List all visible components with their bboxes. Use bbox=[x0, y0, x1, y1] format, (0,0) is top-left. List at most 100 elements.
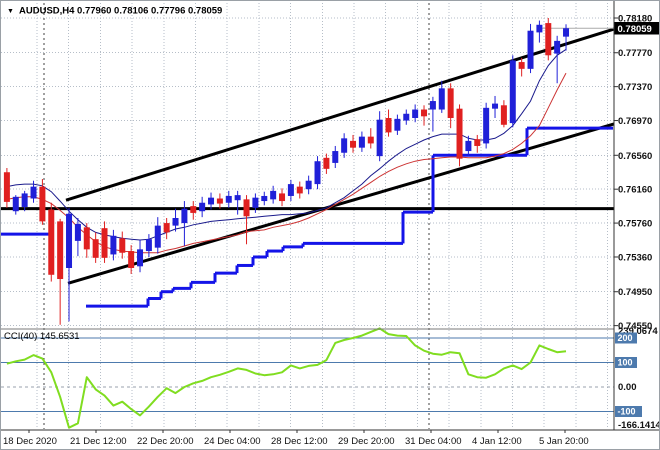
price-axis-label: 0.76160 bbox=[618, 185, 652, 196]
time-axis-label: 18 Dec 2020 bbox=[3, 436, 57, 447]
candle-body-bull bbox=[509, 60, 516, 124]
price-axis-label: 0.74550 bbox=[618, 321, 652, 332]
candle-body-bull bbox=[270, 190, 277, 200]
candle-body-bull bbox=[403, 113, 410, 121]
candle-body-bear bbox=[474, 139, 481, 146]
candle-body-bear bbox=[57, 221, 64, 280]
candle-body-bear bbox=[545, 23, 552, 56]
candle-body-bull bbox=[21, 193, 28, 207]
candle-body-bull bbox=[137, 249, 144, 267]
candle-body-bull bbox=[394, 118, 401, 131]
main-price-pane[interactable] bbox=[1, 18, 615, 325]
price-axis-label: 0.77370 bbox=[618, 82, 652, 93]
candle-body-bull bbox=[181, 208, 188, 224]
cci-level-100-label: 100 bbox=[618, 358, 633, 368]
candle-body-bear bbox=[48, 209, 55, 275]
time-axis-label: 28 Dec 12:00 bbox=[271, 436, 328, 447]
time-axis-label: 24 Dec 04:00 bbox=[204, 436, 261, 447]
cci-indicator-label: CCI(40) 145.6531 bbox=[4, 331, 80, 342]
current-price-box: 0.78059 bbox=[614, 22, 659, 35]
ma-slow-line bbox=[6, 72, 567, 254]
candle-body-bull bbox=[438, 88, 445, 110]
candle-body-bull bbox=[252, 197, 259, 208]
candle-body-bull bbox=[332, 151, 339, 163]
candle-body-bear bbox=[279, 193, 286, 202]
candle-body-bull bbox=[30, 186, 37, 199]
candle-body-bull bbox=[536, 24, 543, 33]
candle-body-bear bbox=[163, 223, 170, 233]
price-axis-label: 0.74950 bbox=[618, 287, 652, 298]
ma-fast-line bbox=[6, 48, 567, 241]
cci-min-label: -166.1414 bbox=[618, 420, 660, 431]
candle-body-bear bbox=[518, 62, 525, 69]
candle-body-bull bbox=[66, 213, 73, 268]
current-price-label: 0.78059 bbox=[618, 24, 652, 35]
candle-body-bear bbox=[101, 228, 108, 258]
candle-body-bull bbox=[465, 140, 472, 152]
time-axis-label: 21 Dec 12:00 bbox=[70, 436, 127, 447]
candle-body-bull bbox=[208, 197, 215, 205]
upper-channel-trendline[interactable] bbox=[65, 27, 615, 202]
cci-indicator-pane[interactable] bbox=[1, 327, 614, 429]
price-axis-label: 0.76560 bbox=[618, 151, 652, 162]
candle-body-bull bbox=[341, 138, 348, 153]
candle-body-bull bbox=[74, 223, 81, 241]
cci-level-minus100-box: -100 bbox=[615, 406, 642, 417]
candle-body-bull bbox=[376, 119, 383, 157]
candle-body-bear bbox=[323, 157, 330, 169]
candle-body-bear bbox=[296, 186, 303, 194]
candle-body-bull bbox=[287, 184, 294, 196]
candle-body-bull bbox=[234, 195, 241, 201]
candle-body-bear bbox=[128, 251, 135, 268]
candle-body-bear bbox=[421, 109, 428, 117]
time-axis-label: 4 Jan 12:00 bbox=[472, 436, 522, 447]
cci-level-200-label: 200 bbox=[618, 333, 633, 343]
candle-body-bear bbox=[447, 88, 454, 118]
symbol-dropdown-icon[interactable]: ▼ bbox=[7, 8, 14, 15]
candle-body-bear bbox=[456, 108, 463, 159]
cci-line bbox=[6, 327, 567, 429]
candle-body-bear bbox=[190, 206, 197, 213]
candle-body-bull bbox=[110, 235, 117, 255]
candle-body-bull bbox=[154, 225, 161, 248]
candle-body-bear bbox=[39, 186, 46, 222]
candle-body-bull bbox=[314, 161, 321, 185]
candle-body-bull bbox=[492, 103, 499, 109]
candle-body-bear bbox=[3, 172, 10, 202]
time-axis-label: 31 Dec 04:00 bbox=[405, 436, 462, 447]
candle-body-bull bbox=[145, 239, 152, 252]
candle-body-bear bbox=[500, 105, 507, 125]
cci-level-100-box: 100 bbox=[615, 357, 637, 368]
candle-body-bull bbox=[12, 196, 19, 212]
candle-body-bull bbox=[225, 195, 232, 203]
candle-body-bull bbox=[261, 195, 268, 202]
price-axis-label: 0.75760 bbox=[618, 219, 652, 230]
candle-body-bear bbox=[367, 136, 374, 144]
candle-body-bear bbox=[243, 199, 250, 217]
candle-body-bull bbox=[199, 202, 206, 212]
candle-body-bull bbox=[483, 107, 490, 144]
candle-body-bear bbox=[83, 227, 90, 250]
candle-body-bull bbox=[554, 40, 561, 54]
candle-body-bear bbox=[119, 238, 126, 253]
cci-max-label: 239.0674 bbox=[618, 326, 658, 337]
price-axis-label: 0.77770 bbox=[618, 48, 652, 59]
candle-body-bull bbox=[305, 180, 312, 190]
candle-body-bear bbox=[92, 239, 99, 258]
time-axis-label: 5 Jan 20:00 bbox=[539, 436, 589, 447]
cci-level-200-box: 200 bbox=[615, 332, 637, 344]
lower-channel-trendline[interactable] bbox=[67, 122, 615, 285]
candle-body-bull bbox=[527, 30, 534, 69]
candle-body-bull bbox=[429, 101, 436, 110]
price-axis-label: 0.75360 bbox=[618, 252, 652, 263]
chart-title-ohlc: AUDUSD,H4 0.77960 0.78106 0.77796 0.7805… bbox=[19, 6, 222, 17]
cci-zero-label: 0.00 bbox=[618, 382, 637, 393]
price-axis-label: 0.76970 bbox=[618, 116, 652, 127]
candle-body-bull bbox=[172, 218, 179, 226]
candle-body-bull bbox=[563, 28, 570, 37]
cci-level-minus100-label: -100 bbox=[618, 407, 636, 417]
